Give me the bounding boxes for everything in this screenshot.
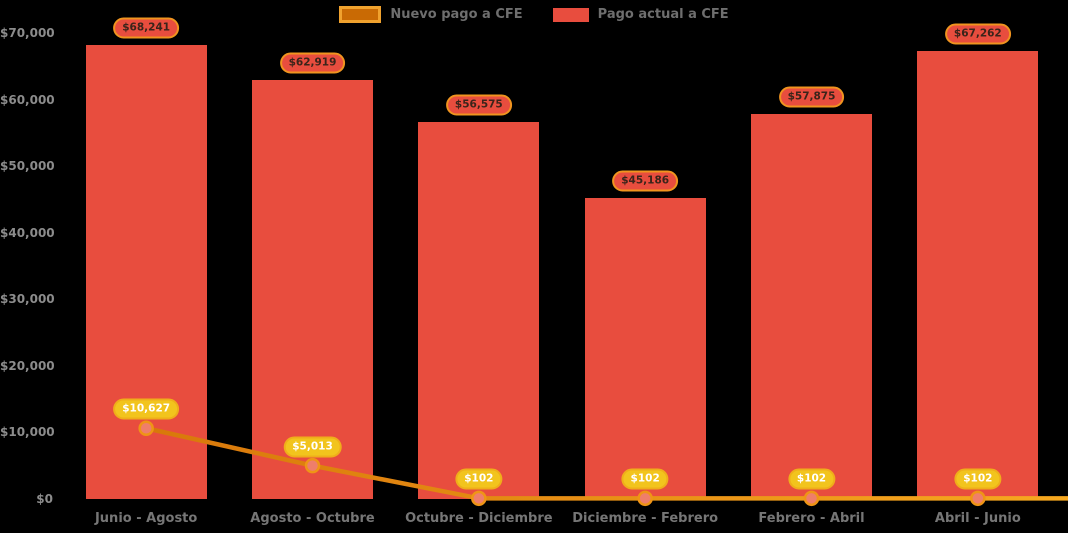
- bar-pago-actual: [418, 122, 540, 499]
- bar-value-label: $68,241: [113, 17, 180, 39]
- bar-value-label: $57,875: [778, 86, 845, 108]
- line-point-marker: [970, 490, 986, 507]
- x-axis-label: Abril - Junio: [934, 511, 1021, 526]
- bar-value-label: $45,186: [612, 170, 679, 192]
- bar-pago-actual: [252, 80, 373, 499]
- y-axis-tick-label: $20,000: [0, 358, 55, 373]
- y-axis-tick-label: $30,000: [0, 292, 55, 307]
- x-axis-label: Agosto - Octubre: [250, 511, 375, 526]
- line-value-label: $102: [787, 468, 836, 490]
- legend-item-pago-actual[interactable]: Pago actual a CFE: [552, 7, 729, 22]
- x-axis-label: Febrero - Abril: [758, 511, 865, 526]
- line-value-label: $102: [455, 468, 503, 490]
- y-axis-tick-label: $0: [36, 492, 53, 506]
- bar-pago-actual: [584, 198, 706, 499]
- line-point-marker: [637, 490, 653, 507]
- line-point-marker: [471, 490, 487, 507]
- legend-item-nuevo-pago[interactable]: Nuevo pago a CFE: [339, 6, 523, 23]
- bar-value-label: $67,262: [944, 23, 1011, 45]
- line-value-label: $10,627: [113, 398, 180, 420]
- line-series-swatch-icon: [339, 6, 382, 23]
- bar-pago-actual: [917, 51, 1039, 499]
- y-axis-tick-label: $50,000: [0, 159, 55, 174]
- bar-pago-actual: [751, 113, 872, 499]
- bar-value-label: $56,575: [445, 94, 512, 116]
- line-point-marker: [138, 420, 154, 437]
- legend-label-pago-actual: Pago actual a CFE: [597, 7, 729, 22]
- line-value-label: $102: [621, 468, 669, 490]
- y-axis-tick-label: $60,000: [0, 92, 55, 107]
- y-axis-tick-label: $10,000: [0, 425, 55, 440]
- legend-label-nuevo-pago: Nuevo pago a CFE: [390, 7, 523, 22]
- bar-series-swatch-icon: [552, 7, 589, 22]
- x-axis-label: Diciembre - Febrero: [572, 511, 719, 526]
- legend: Nuevo pago a CFE Pago actual a CFE: [0, 6, 1068, 23]
- x-axis-label: Octubre - Diciembre: [405, 511, 553, 526]
- y-axis-tick-label: $70,000: [0, 26, 55, 40]
- bar-value-label: $62,919: [279, 52, 346, 74]
- line-point-marker: [803, 490, 820, 507]
- x-axis-label: Junio - Agosto: [94, 511, 198, 526]
- line-value-label: $102: [954, 468, 1002, 490]
- y-axis-tick-label: $40,000: [0, 225, 55, 240]
- line-path: [145, 426, 1068, 501]
- line-point-marker: [304, 457, 321, 474]
- line-value-label: $5,013: [283, 436, 342, 458]
